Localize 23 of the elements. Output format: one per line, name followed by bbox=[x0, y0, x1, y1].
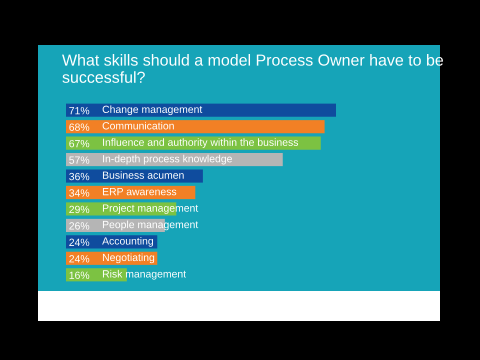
y-tick-label: Business acumen bbox=[102, 171, 184, 179]
y-tick-label: Influence and authority within the business bbox=[103, 138, 298, 148]
bar bbox=[66, 268, 127, 282]
y-tick-label: Change management bbox=[102, 105, 202, 116]
data-label: 68% bbox=[69, 123, 90, 131]
bar bbox=[66, 120, 325, 134]
data-label: 16% bbox=[70, 272, 90, 279]
data-label: 71% bbox=[69, 107, 90, 114]
bar bbox=[66, 104, 336, 117]
data-label: 36% bbox=[69, 172, 90, 180]
data-label: 57% bbox=[69, 156, 90, 164]
data-label: 34% bbox=[69, 189, 90, 197]
y-tick-label: Negotiating bbox=[102, 253, 154, 264]
data-label: 67% bbox=[69, 140, 90, 148]
y-tick-label: Risk management bbox=[102, 270, 186, 280]
y-tick-label: Communication bbox=[102, 122, 174, 130]
y-tick-label: Accounting bbox=[102, 237, 153, 247]
data-label: 24% bbox=[69, 238, 90, 246]
data-label: 24% bbox=[69, 255, 90, 262]
y-tick-label: ERP awareness bbox=[102, 188, 176, 196]
data-label: 29% bbox=[69, 206, 90, 214]
data-label: 26% bbox=[69, 222, 90, 230]
y-tick-label: In-depth process knowledge bbox=[103, 154, 232, 164]
